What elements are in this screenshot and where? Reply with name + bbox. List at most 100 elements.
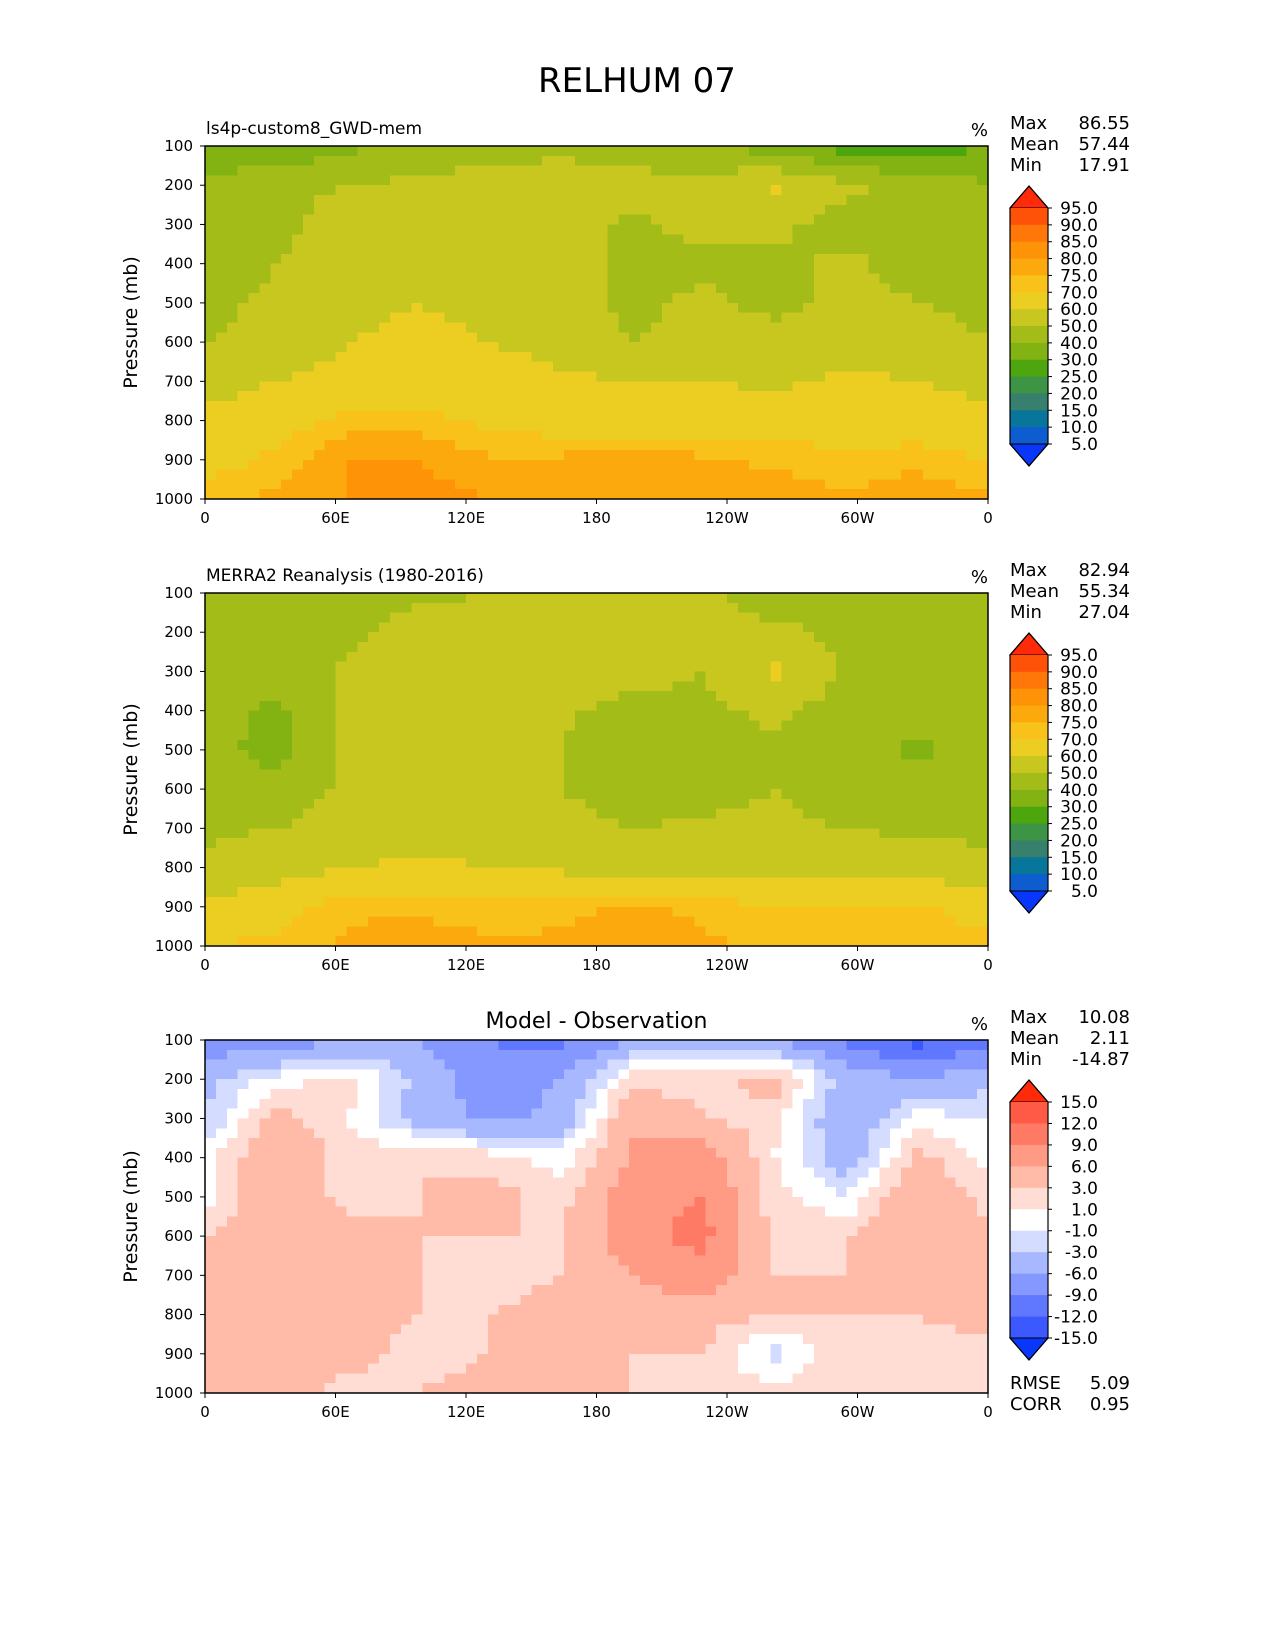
heatmap-cell xyxy=(542,808,554,820)
heatmap-cell xyxy=(705,146,717,157)
heatmap-cell xyxy=(422,622,434,633)
heatmap-cell xyxy=(205,165,217,177)
heatmap-cell xyxy=(248,789,260,800)
heatmap-cell xyxy=(400,710,413,722)
heatmap-cell xyxy=(868,661,880,673)
heatmap-cell xyxy=(814,175,826,186)
heatmap-cell xyxy=(433,234,445,245)
heatmap-cell xyxy=(944,391,956,402)
heatmap-cell xyxy=(759,234,772,245)
heatmap-cell xyxy=(716,224,728,235)
heatmap-cell xyxy=(879,642,891,653)
heatmap-cell xyxy=(770,759,782,771)
heatmap-cell xyxy=(792,381,804,392)
heatmap-cell xyxy=(716,896,728,908)
heatmap-cell xyxy=(205,214,217,226)
heatmap-cell xyxy=(944,632,956,643)
heatmap-cell xyxy=(683,691,695,702)
heatmap-cell xyxy=(226,195,239,206)
heatmap-cell xyxy=(944,661,956,673)
heatmap-cell xyxy=(205,244,217,255)
heatmap-cell xyxy=(205,371,217,382)
heatmap-cell xyxy=(890,165,902,177)
heatmap-cell xyxy=(922,730,935,741)
heatmap-cell xyxy=(215,789,228,800)
heatmap-cell xyxy=(531,381,543,392)
heatmap-cell xyxy=(716,165,728,177)
heatmap-cell xyxy=(335,730,347,741)
heatmap-cell xyxy=(215,896,228,908)
heatmap-cell xyxy=(357,642,369,653)
heatmap-cell xyxy=(248,342,260,353)
heatmap-cell xyxy=(955,400,967,412)
heatmap-cell xyxy=(716,185,728,196)
heatmap-cell xyxy=(694,489,706,500)
heatmap-cell xyxy=(781,420,793,431)
heatmap-cell xyxy=(966,681,978,692)
heatmap-cell xyxy=(324,857,337,869)
heatmap-cell xyxy=(694,244,706,255)
heatmap-cell xyxy=(422,391,434,402)
heatmap-cell xyxy=(292,642,304,653)
heatmap-cell xyxy=(215,253,228,265)
heatmap-cell xyxy=(346,185,358,196)
heatmap-cell xyxy=(476,234,489,245)
heatmap-cell xyxy=(574,838,587,849)
heatmap-cell xyxy=(563,263,576,275)
heatmap-cell xyxy=(922,449,935,461)
heatmap-cell xyxy=(324,710,337,722)
heatmap-cell xyxy=(411,642,424,653)
heatmap-cell xyxy=(781,479,793,490)
heatmap-cell xyxy=(933,146,946,157)
heatmap-cell xyxy=(781,155,793,167)
heatmap-cell xyxy=(466,642,478,653)
heatmap-cell xyxy=(640,700,652,712)
heatmap-cell xyxy=(966,155,978,167)
heatmap-cell xyxy=(814,896,826,908)
heatmap-cell xyxy=(335,195,347,206)
heatmap-cell xyxy=(400,146,413,157)
heatmap-cell xyxy=(509,371,521,382)
heatmap-cell xyxy=(563,632,576,643)
heatmap-cell xyxy=(672,769,685,780)
heatmap-cell xyxy=(672,224,685,235)
heatmap-cell xyxy=(542,273,554,284)
heatmap-cell xyxy=(498,459,511,471)
heatmap-cell xyxy=(509,440,521,451)
heatmap-cell xyxy=(520,593,532,604)
heatmap-cell xyxy=(629,312,641,324)
heatmap-cell xyxy=(433,612,445,624)
heatmap-cell xyxy=(911,691,924,702)
heatmap-cell xyxy=(846,896,859,908)
heatmap-cell xyxy=(716,622,728,633)
heatmap-cell xyxy=(607,410,619,422)
heatmap-cell xyxy=(618,469,630,480)
heatmap-cell xyxy=(248,906,260,918)
heatmap-cell xyxy=(748,224,761,235)
heatmap-cell xyxy=(563,332,576,343)
heatmap-cell xyxy=(411,204,424,216)
heatmap-cell xyxy=(748,489,761,500)
heatmap-cell xyxy=(911,342,924,353)
heatmap-cell xyxy=(944,224,956,235)
heatmap-cell xyxy=(400,185,413,196)
heatmap-cell xyxy=(727,312,739,324)
heatmap-cell xyxy=(357,749,369,761)
heatmap-cell xyxy=(650,887,663,898)
heatmap-cell xyxy=(879,293,891,304)
heatmap-cell xyxy=(618,420,630,431)
heatmap-cell xyxy=(716,312,728,324)
heatmap-cell xyxy=(563,342,576,353)
heatmap-cell xyxy=(977,234,989,245)
heatmap-cell xyxy=(835,146,848,157)
heatmap-cell xyxy=(520,175,532,186)
heatmap-cell xyxy=(868,489,880,500)
heatmap-cell xyxy=(716,302,728,314)
heatmap-cell xyxy=(455,391,467,402)
heatmap-cell xyxy=(770,342,782,353)
heatmap-cell xyxy=(596,691,608,702)
heatmap-cell xyxy=(901,622,913,633)
heatmap-cell xyxy=(292,838,304,849)
heatmap-cell xyxy=(531,671,543,682)
heatmap-cell xyxy=(716,867,728,878)
